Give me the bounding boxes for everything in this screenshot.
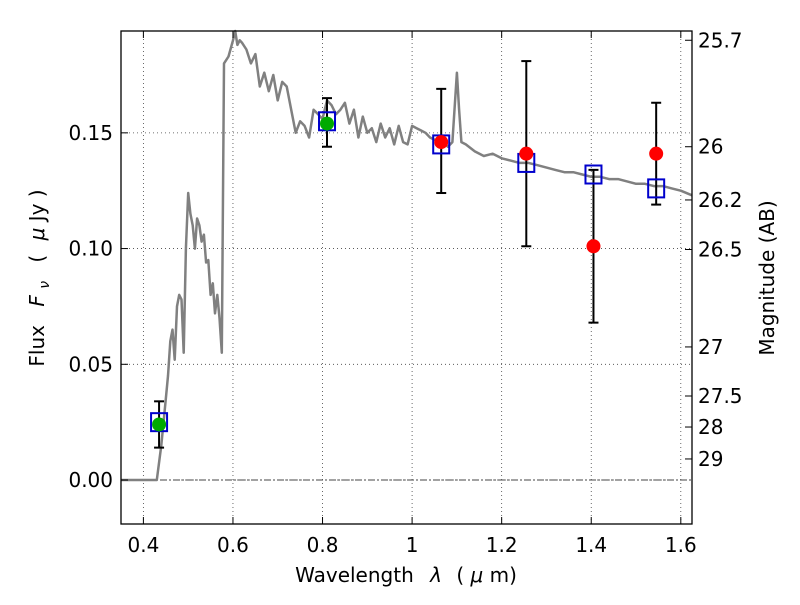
x-axis-label: Wavelength λ ( μ m) [295, 563, 517, 587]
y2-tick-label-1: 26 [698, 135, 723, 159]
x-tick-label-2: 0.8 [307, 533, 339, 557]
model-sed-layer [121, 29, 693, 482]
x-axis-label-symbol: λ [429, 563, 442, 587]
y2-tick-label-3: 26.5 [698, 237, 743, 261]
y-axis-label-units-open: ( [25, 255, 49, 263]
axis-tick-labels: 0.4 0.6 0.8 1 1.2 1.4 1.6 0.00 0.05 0.10 0.15 25.7 2… [68, 28, 742, 557]
y-axis-label-units-rest: Jy ) [25, 189, 49, 223]
y-tick-label-1: 0.05 [68, 352, 113, 376]
x-tick-label-0: 0.4 [127, 533, 159, 557]
observed-point-1-1 [519, 146, 534, 161]
observed-point-0-0 [152, 417, 167, 432]
observed-point-1-0 [434, 135, 449, 150]
model-photometry-point-5 [647, 178, 666, 199]
y2-tick-label-2: 26.2 [698, 188, 743, 212]
observed-point-1-3 [649, 146, 664, 161]
y2-tick-label-7: 29 [698, 447, 723, 471]
y-axis-label-symbol: F [25, 295, 49, 307]
observed-point-1-2 [586, 239, 601, 254]
x-axis-label-units-mu: μ [470, 563, 484, 587]
x-tick-label-4: 1.2 [486, 533, 518, 557]
x-axis-label-units-rest: m) [490, 563, 517, 587]
x-tick-label-3: 1 [406, 533, 419, 557]
axis-ticks [121, 31, 692, 524]
grid-lines [121, 31, 692, 524]
y-tick-label-3: 0.15 [68, 121, 113, 145]
y-axis-label-prefix: Flux [25, 325, 49, 367]
y-tick-label-0: 0.00 [68, 468, 113, 492]
y2-tick-label-5: 27.5 [698, 384, 743, 408]
x-tick-label-6: 1.6 [665, 533, 697, 557]
model-photometry-point-4 [584, 164, 603, 185]
model-sed-curve [121, 29, 693, 482]
y2-axis-label: Magnitude (AB) [755, 200, 779, 355]
errorbar-layer [154, 60, 662, 449]
x-tick-label-1: 0.6 [217, 533, 249, 557]
x-tick-label-5: 1.4 [575, 533, 607, 557]
y2-tick-label-0: 25.7 [698, 28, 743, 52]
x-axis-label-units-open: ( [456, 563, 464, 587]
y-tick-label-2: 0.10 [68, 237, 113, 261]
y-axis-label: Flux F ν ( μ Jy ) [25, 189, 54, 366]
observed-photometry-layer [152, 116, 664, 432]
model-photometry-layer [150, 111, 666, 433]
y2-tick-label-6: 28 [698, 415, 723, 439]
y-axis-label-units-mu: μ [25, 228, 49, 242]
y2-tick-label-4: 27 [698, 335, 723, 359]
plot-frame [120, 30, 693, 525]
observed-point-0-1 [320, 116, 335, 131]
x-axis-label-prefix: Wavelength [295, 563, 414, 587]
y-axis-label-subscript: ν [37, 281, 53, 289]
